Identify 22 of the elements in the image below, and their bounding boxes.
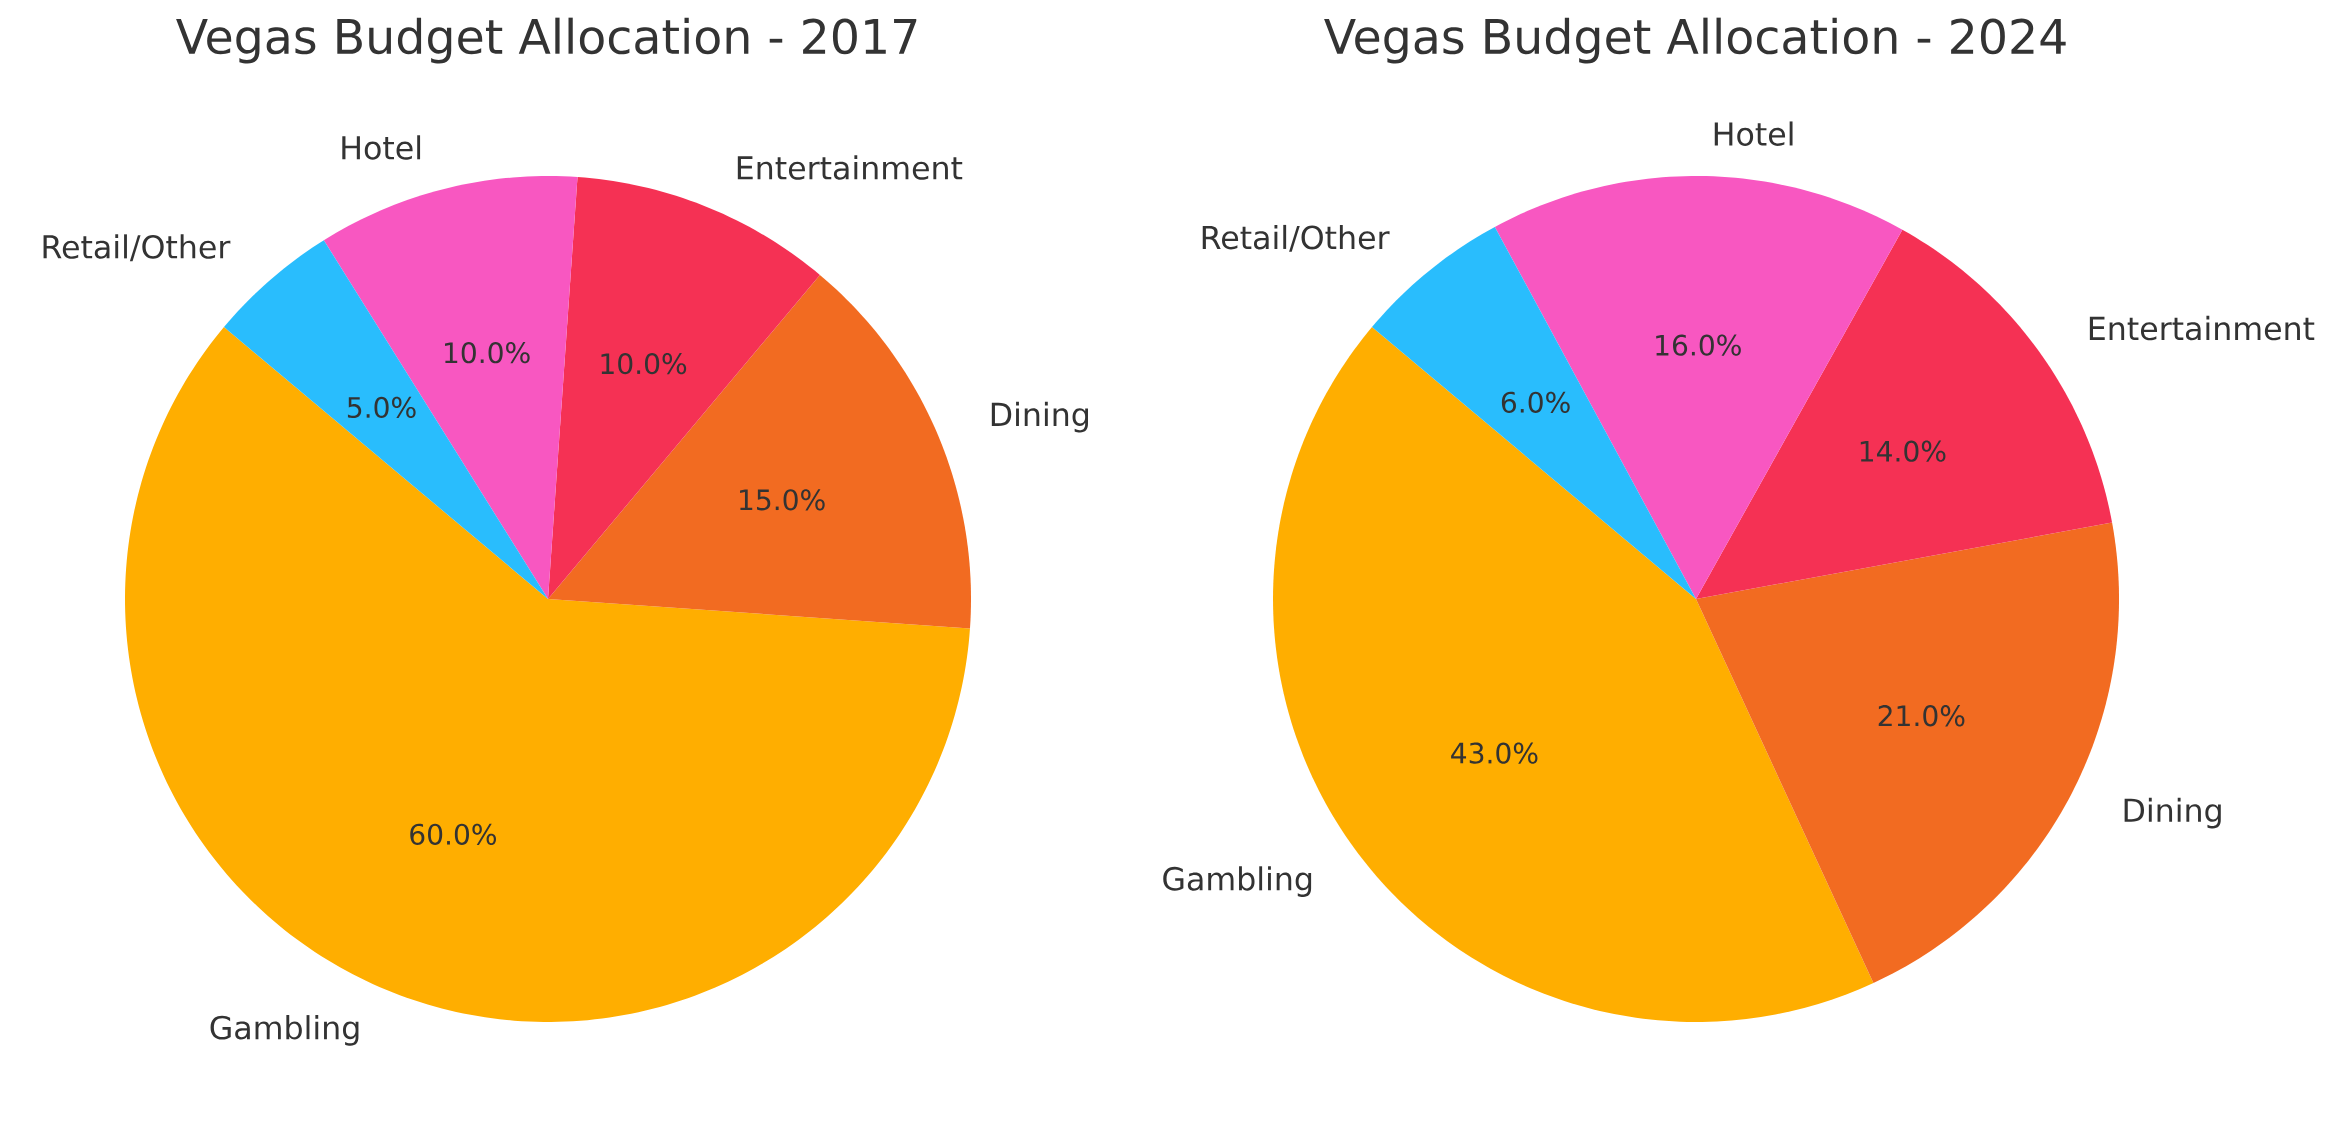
data-label: 10.0% xyxy=(601,353,687,375)
data-label: 6.0% xyxy=(1501,391,1570,413)
data-label: 15.0% xyxy=(740,489,825,511)
data-label: 16.0% xyxy=(1656,334,1741,356)
data-label: 5.0% xyxy=(347,396,416,419)
slice-label: Hotel xyxy=(1714,121,1793,146)
data-label: 43.0% xyxy=(1451,742,1538,764)
chart-title: Vegas Budget Allocation - 2024 xyxy=(1324,17,2066,64)
data-label: 60.0% xyxy=(410,823,496,845)
slice-label: Dining xyxy=(2124,797,2221,829)
slice-label: Entertainment xyxy=(2089,315,2315,341)
chart-title: Vegas Budget Allocation - 2017 xyxy=(176,17,917,64)
slice-label: Retail/Other xyxy=(1202,224,1390,252)
slice-label: Hotel xyxy=(342,135,421,160)
data-label: 10.0% xyxy=(445,342,530,364)
data-label: 14.0% xyxy=(1860,440,1946,462)
slice-label: Gambling xyxy=(1163,866,1312,897)
slice-label: Dining xyxy=(991,401,1088,433)
slice-label: Gambling xyxy=(210,1015,359,1046)
data-label: 21.0% xyxy=(1878,705,1965,727)
slice-label: Entertainment xyxy=(737,155,963,180)
slice-label: Retail/Other xyxy=(43,234,231,262)
